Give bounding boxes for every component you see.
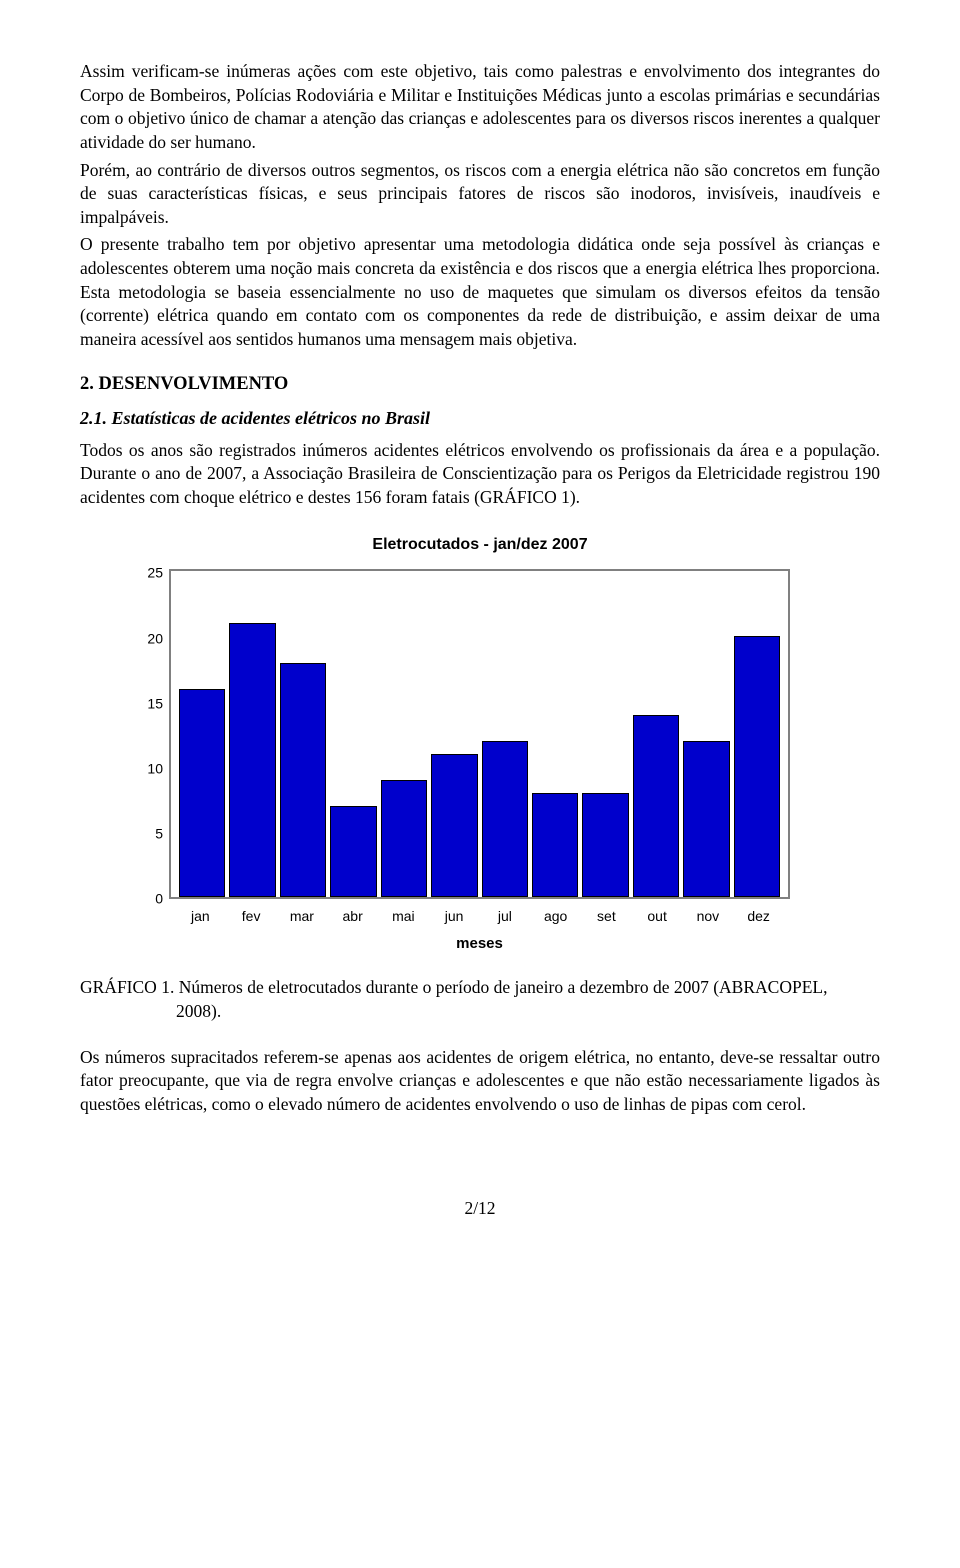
caption-text: 2008). [80, 1001, 221, 1021]
bar-chart: 0510152025 janfevmarabrmaijunjulagosetou… [135, 569, 790, 954]
chart-y-axis: 0510152025 [135, 569, 169, 899]
chart-plot-area: 0510152025 [135, 569, 790, 899]
chart-bar [330, 806, 376, 897]
chart-bar-slot [179, 689, 225, 898]
chart-bar [633, 715, 679, 898]
chart-bar [683, 741, 729, 897]
chart-bar-slot [229, 623, 275, 897]
chart-x-tick: mar [279, 907, 326, 926]
page-number: 2/12 [80, 1197, 880, 1221]
chart-x-tick: jan [177, 907, 224, 926]
chart-y-tick: 10 [147, 759, 163, 778]
paragraph: Assim verificam-se inúmeras ações com es… [80, 60, 880, 155]
paragraph: Os números supracitados referem-se apena… [80, 1046, 880, 1117]
chart-bar [179, 689, 225, 898]
chart-y-tick: 15 [147, 694, 163, 713]
chart-x-tick: nov [685, 907, 732, 926]
chart-x-tick: set [583, 907, 630, 926]
chart-x-tick: out [634, 907, 681, 926]
chart-x-axis: janfevmarabrmaijunjulagosetoutnovdez [169, 907, 790, 926]
chart-y-tick: 5 [155, 825, 163, 844]
chart-x-axis-title: meses [169, 934, 790, 954]
chart-x-tick: dez [735, 907, 782, 926]
chart-bar-slot [532, 793, 578, 897]
chart-x-tick: jun [431, 907, 478, 926]
chart-y-tick: 25 [147, 564, 163, 583]
chart-bar [532, 793, 578, 897]
paragraph: Todos os anos são registrados inúmeros a… [80, 439, 880, 510]
chart-bar-slot [582, 793, 628, 897]
chart-bar-slot [280, 663, 326, 898]
chart-bar-slot [431, 754, 477, 897]
chart-bar-slot [381, 780, 427, 897]
chart-bar [381, 780, 427, 897]
chart-x-tick: abr [329, 907, 376, 926]
chart-bar-slot [330, 806, 376, 897]
chart-bar-slot [734, 636, 780, 897]
chart-bar [431, 754, 477, 897]
chart-bar [734, 636, 780, 897]
chart-bar [482, 741, 528, 897]
chart-bar [229, 623, 275, 897]
paragraph: O presente trabalho tem por objetivo apr… [80, 233, 880, 351]
chart-title: Eletrocutados - jan/dez 2007 [80, 534, 880, 556]
subsection-heading: 2.1. Estatísticas de acidentes elétricos… [80, 406, 880, 430]
chart-bar [280, 663, 326, 898]
chart-bar-slot [683, 741, 729, 897]
chart-bar-slot [633, 715, 679, 898]
chart-bar-slot [482, 741, 528, 897]
chart-x-tick: jul [482, 907, 529, 926]
chart-x-tick: fev [228, 907, 275, 926]
chart-plot [169, 569, 790, 899]
caption-text: GRÁFICO 1. Números de eletrocutados dura… [80, 977, 827, 997]
chart-x-tick: ago [532, 907, 579, 926]
section-heading: 2. DESENVOLVIMENTO [80, 372, 880, 397]
figure-caption: GRÁFICO 1. Números de eletrocutados dura… [80, 976, 880, 1023]
chart-bar [582, 793, 628, 897]
paragraph: Porém, ao contrário de diversos outros s… [80, 159, 880, 230]
chart-x-tick: mai [380, 907, 427, 926]
chart-y-tick: 0 [155, 890, 163, 909]
chart-y-tick: 20 [147, 629, 163, 648]
